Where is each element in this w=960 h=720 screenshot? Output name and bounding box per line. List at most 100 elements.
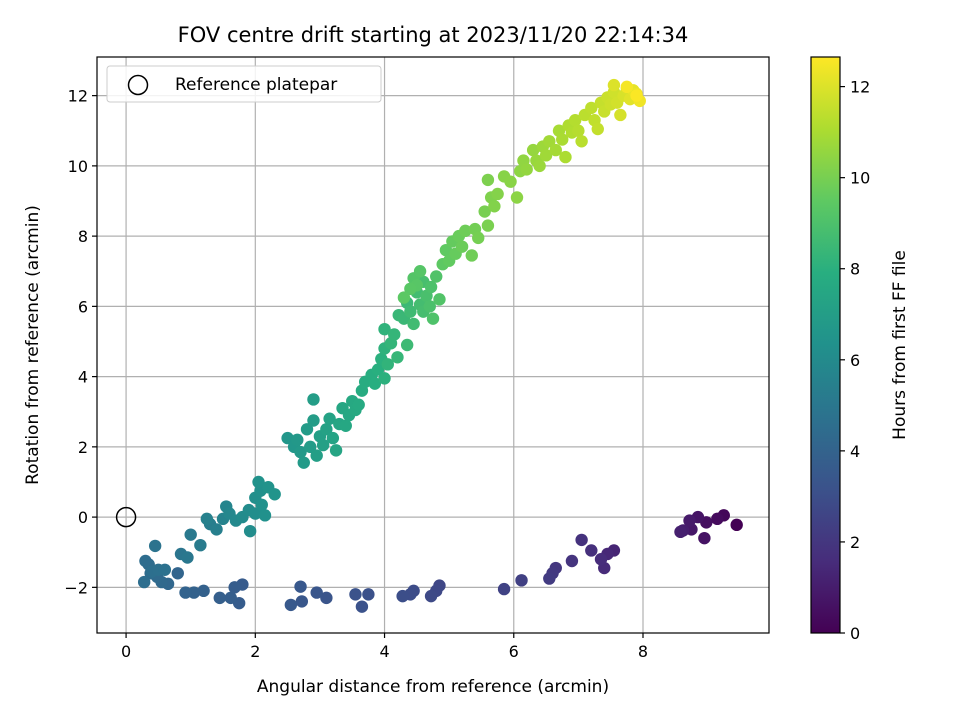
data-point — [139, 554, 152, 568]
data-point — [307, 414, 320, 427]
data-point — [194, 538, 207, 552]
data-point — [249, 507, 262, 520]
x-tick-label: 4 — [379, 642, 389, 661]
data-point — [297, 456, 310, 469]
colorbar-tick-label: 10 — [850, 169, 870, 188]
data-point — [255, 498, 268, 512]
data-point — [543, 572, 556, 585]
data-point — [268, 488, 281, 501]
colorbar-tick-label: 8 — [850, 260, 860, 279]
data-point — [683, 514, 696, 527]
x-tick-label: 0 — [121, 642, 131, 661]
data-point — [543, 135, 556, 148]
plot-frame — [96, 56, 770, 634]
data-point — [184, 528, 197, 541]
data-point — [455, 240, 469, 253]
data-point — [465, 249, 478, 262]
data-point — [397, 291, 411, 304]
y-tick-label: 4 — [78, 368, 88, 387]
data-point — [320, 423, 333, 436]
data-point — [585, 544, 598, 557]
legend: Reference platepar — [106, 65, 382, 103]
colorbar: 0 2 4 6 8 10 12 Hours from first FF file — [810, 56, 910, 643]
legend-marker-icon — [127, 74, 149, 96]
data-point — [158, 563, 172, 576]
data-point — [329, 444, 343, 457]
colorbar-label: Hours from first FF file — [890, 250, 910, 440]
data-point — [258, 509, 272, 522]
y-tick-label: 2 — [78, 438, 88, 457]
data-point — [607, 78, 621, 92]
data-point — [539, 149, 553, 162]
colorbar-gradient — [811, 57, 840, 633]
legend-box — [106, 65, 382, 103]
data-point — [171, 567, 184, 580]
data-point — [404, 305, 417, 318]
colorbar-tick-label: 0 — [850, 624, 860, 643]
data-point — [430, 270, 443, 283]
data-point — [200, 512, 214, 526]
data-point — [424, 280, 438, 294]
data-point — [281, 431, 294, 445]
colorbar-tick-label: 12 — [850, 78, 870, 97]
data-point — [307, 393, 320, 406]
colorbar-tick-label: 2 — [850, 533, 860, 552]
data-point — [388, 328, 401, 341]
data-point — [181, 551, 194, 564]
data-point — [565, 554, 579, 568]
data-point — [575, 533, 588, 547]
data-point — [368, 377, 382, 390]
data-point — [630, 89, 643, 102]
data-point — [585, 101, 598, 115]
data-point — [520, 163, 533, 176]
x-tick-label: 8 — [638, 642, 648, 661]
data-point — [224, 591, 237, 605]
data-point — [488, 200, 501, 213]
data-point — [391, 351, 404, 364]
data-point — [310, 586, 323, 599]
data-point — [620, 80, 634, 94]
reference-platepar-marker — [115, 506, 137, 528]
data-point — [148, 539, 162, 553]
data-point — [424, 589, 438, 603]
data-point — [478, 205, 491, 218]
data-point — [407, 317, 420, 331]
data-point — [472, 231, 485, 245]
x-axis-label: Angular distance from reference (arcmin) — [257, 677, 609, 697]
data-point — [320, 591, 333, 605]
data-point — [423, 300, 436, 313]
y-tick-label: 12 — [68, 87, 88, 106]
data-point — [515, 574, 528, 587]
data-point — [491, 187, 504, 201]
data-point — [572, 124, 585, 137]
legend-label: Reference platepar — [175, 75, 337, 95]
data-point — [674, 525, 687, 539]
data-point — [497, 582, 511, 596]
data-point — [481, 219, 495, 232]
y-tick-label: 6 — [78, 297, 88, 316]
data-point — [352, 398, 365, 411]
x-tick-label: 2 — [250, 642, 260, 661]
data-point — [295, 595, 309, 608]
x-axis-ticks: 0 2 4 6 8 — [121, 633, 648, 661]
data-point — [404, 282, 417, 296]
chart-title: FOV centre drift starting at 2023/11/20 … — [178, 23, 689, 47]
colorbar-ticks: 0 2 4 6 8 10 12 — [840, 78, 870, 643]
data-point — [284, 598, 298, 612]
data-point — [378, 372, 391, 385]
data-point — [355, 600, 369, 613]
data-point — [304, 440, 317, 454]
y-tick-label: 0 — [78, 508, 88, 527]
colorbar-tick-label: 6 — [850, 351, 860, 370]
data-point — [362, 588, 375, 601]
data-point — [294, 445, 307, 459]
data-point — [326, 431, 340, 445]
data-point — [698, 531, 711, 545]
data-point — [291, 433, 304, 447]
x-tick-label: 6 — [509, 642, 519, 661]
data-point — [413, 265, 427, 278]
data-point — [349, 588, 362, 601]
data-point — [323, 412, 336, 425]
data-point — [433, 293, 446, 306]
